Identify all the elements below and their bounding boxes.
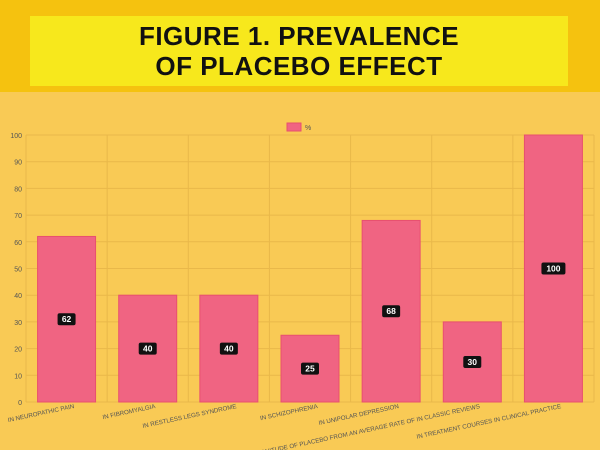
data-label-box xyxy=(301,362,319,375)
title-band: FIGURE 1. PREVALENCE OF PLACEBO EFFECT xyxy=(0,0,600,92)
legend: % xyxy=(286,122,311,132)
x-tick-label: IN FIBROMYALGIA xyxy=(102,403,157,421)
y-tick-label: 70 xyxy=(14,213,22,220)
data-label-box xyxy=(138,342,157,355)
legend-label: % xyxy=(305,125,311,132)
bars: 62 40 40 25 68 30 100 xyxy=(37,134,583,403)
y-tick-label: 20 xyxy=(14,347,22,354)
x-tick-label: IN TREATMENT COURSES IN CLINICAL PRACTIC… xyxy=(416,403,562,441)
data-label: 62 xyxy=(62,314,72,324)
data-label-box xyxy=(57,313,76,326)
data-label-box xyxy=(219,342,238,355)
data-label: 68 xyxy=(386,306,396,316)
title-box: FIGURE 1. PREVALENCE OF PLACEBO EFFECT xyxy=(30,16,568,86)
data-label-box xyxy=(541,262,566,275)
chart-title: FIGURE 1. PREVALENCE OF PLACEBO EFFECT xyxy=(138,21,460,81)
y-tick-label: 40 xyxy=(14,293,22,300)
y-axis-ticks: 0 10 20 30 40 50 60 70 80 90 100 xyxy=(10,133,22,407)
y-tick-label: 80 xyxy=(14,186,22,193)
y-tick-label: 0 xyxy=(18,400,22,407)
x-tick-label: IN RESTLESS LEGS SYNDROME xyxy=(142,403,237,430)
y-tick-label: 100 xyxy=(10,133,22,140)
y-tick-label: 50 xyxy=(14,267,22,274)
data-label: 40 xyxy=(143,344,153,354)
y-tick-label: 90 xyxy=(14,160,22,167)
data-label: 40 xyxy=(224,344,234,354)
y-tick-label: 30 xyxy=(14,320,22,327)
y-tick-label: 60 xyxy=(14,240,22,247)
y-tick-label: 10 xyxy=(14,373,22,380)
data-label: 25 xyxy=(305,364,315,374)
bar xyxy=(361,219,421,403)
data-label: 30 xyxy=(468,357,478,367)
legend-swatch xyxy=(286,122,302,132)
data-label-box xyxy=(463,355,482,368)
data-label: 100 xyxy=(546,264,560,274)
bar-chart: 0 10 20 30 40 50 60 70 80 90 100 62 40 40 25 68 30 100 I… xyxy=(7,122,595,450)
data-label-box xyxy=(382,305,401,318)
x-tick-label: IN SCHIZOPHRENIA xyxy=(259,403,319,422)
